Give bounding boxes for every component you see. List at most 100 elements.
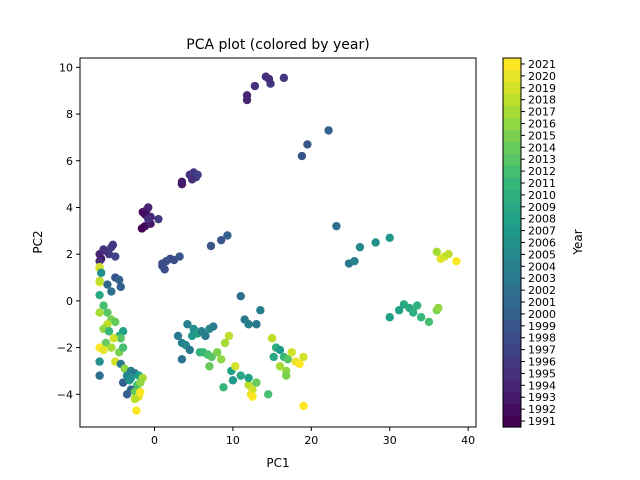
data-point	[95, 308, 104, 317]
data-point	[104, 327, 114, 336]
colorbar-tick-label: 2008	[528, 213, 556, 226]
data-point	[116, 282, 125, 292]
data-point	[103, 280, 112, 289]
data-point	[385, 313, 394, 322]
data-point	[107, 287, 116, 296]
colorbar-band	[503, 69, 521, 83]
colorbar-tick-label: 2005	[528, 248, 556, 261]
x-tick-label: 40	[461, 434, 475, 447]
data-point	[416, 313, 426, 322]
y-tick-label: 10	[59, 61, 73, 74]
data-point	[244, 373, 253, 383]
data-point	[122, 390, 132, 399]
data-point	[111, 252, 120, 261]
colorbar-tick-label: 1992	[528, 403, 556, 416]
colorbar-band	[503, 284, 521, 297]
data-point	[136, 378, 145, 387]
colorbar-tick-label: 2012	[528, 165, 556, 178]
y-tick-label: 6	[66, 155, 73, 168]
colorbar-tick-label: 2018	[528, 94, 556, 107]
data-point	[299, 352, 308, 362]
data-point	[107, 343, 116, 352]
data-point	[187, 331, 197, 341]
colorbar-band	[503, 200, 521, 214]
colorbar-tick-label: 2011	[528, 177, 556, 190]
colorbar-tick-label: 2007	[528, 225, 556, 238]
colorbar-tick-label: 2002	[528, 284, 556, 297]
data-point	[250, 81, 260, 91]
data-point	[248, 392, 257, 401]
colorbar-tick-label: 2004	[528, 260, 556, 273]
x-tick-label: 30	[383, 434, 397, 447]
data-point	[252, 320, 261, 329]
data-point	[434, 303, 443, 313]
colorbar-tick-label: 2016	[528, 117, 556, 130]
data-point	[101, 338, 111, 348]
colorbar-band	[503, 105, 521, 119]
data-point	[95, 276, 104, 286]
data-point	[452, 256, 461, 266]
data-point	[371, 238, 380, 247]
data-point	[111, 317, 120, 327]
colorbar-band	[503, 129, 521, 142]
data-point	[269, 352, 278, 362]
data-point	[193, 170, 202, 179]
data-point	[95, 290, 104, 300]
y-tick-label: 0	[66, 295, 73, 308]
data-point	[137, 224, 147, 233]
colorbar-band	[503, 165, 521, 178]
data-point	[295, 359, 304, 369]
data-point	[275, 362, 285, 371]
data-point	[355, 242, 365, 252]
y-axis-label: PC2	[31, 230, 45, 253]
colorbar-tick-label: 2006	[528, 237, 556, 250]
colorbar-band	[503, 343, 521, 357]
data-point	[385, 233, 394, 243]
data-point	[209, 322, 218, 331]
data-point	[412, 301, 422, 310]
data-point	[177, 179, 187, 189]
colorbar-tick-label: 1994	[528, 379, 556, 392]
colorbar-label: Year	[571, 229, 585, 255]
x-axis-label: PC1	[266, 456, 289, 470]
data-point	[220, 338, 230, 348]
colorbar-tick-label: 2014	[528, 141, 556, 154]
data-point	[96, 268, 106, 278]
data-point	[299, 401, 308, 411]
data-point	[130, 394, 140, 404]
data-point	[256, 306, 265, 315]
data-point	[224, 331, 234, 341]
colorbar-tick-label: 2015	[528, 129, 556, 142]
data-point	[183, 320, 192, 329]
colorbar-band	[503, 248, 521, 261]
data-point	[103, 308, 112, 317]
data-point	[205, 362, 214, 371]
colorbar-band	[503, 93, 521, 107]
data-point	[206, 241, 216, 251]
data-point	[287, 348, 296, 357]
data-point	[350, 256, 359, 266]
colorbar-band	[503, 415, 521, 428]
colorbar-band	[503, 188, 521, 202]
data-point	[282, 371, 291, 380]
data-point	[283, 355, 293, 364]
data-point	[279, 73, 289, 83]
data-point	[177, 355, 187, 364]
y-tick-label: 4	[66, 201, 73, 214]
data-point	[424, 317, 434, 327]
data-point	[252, 378, 261, 387]
colorbar-tick-label: 1995	[528, 367, 556, 380]
colorbar-band	[503, 81, 521, 95]
colorbar-tick-label: 2020	[528, 70, 556, 83]
data-point	[236, 292, 245, 301]
data-point	[99, 345, 108, 355]
data-point	[201, 331, 210, 341]
data-point	[95, 357, 104, 366]
data-point	[173, 331, 183, 341]
colorbar-band	[503, 224, 521, 238]
data-point	[126, 373, 136, 383]
data-point	[144, 214, 153, 224]
points-layer	[95, 72, 461, 415]
data-point	[109, 334, 118, 343]
